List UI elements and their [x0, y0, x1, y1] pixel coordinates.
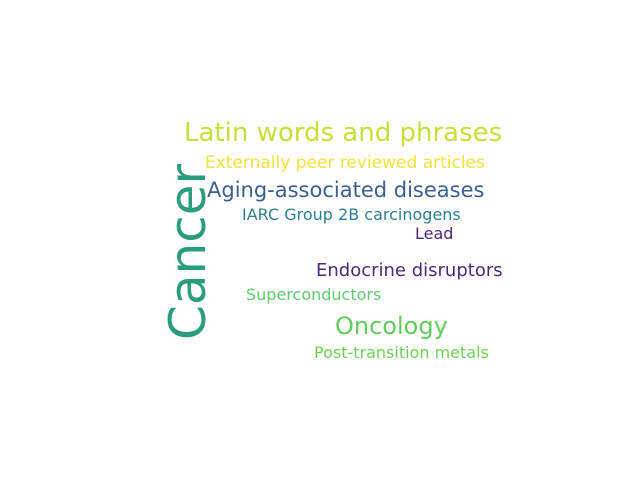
word-oncology: Oncology: [335, 312, 448, 340]
word-latin-words-and-phrases: Latin words and phrases: [184, 118, 503, 148]
word-externally-peer-reviewed-articles: Externally peer reviewed articles: [205, 153, 485, 173]
word-post-transition-metals: Post-transition metals: [314, 343, 489, 362]
word-iarc-group-2b-carcinogens: IARC Group 2B carcinogens: [242, 205, 461, 224]
word-cancer: Cancer: [159, 163, 217, 341]
word-lead: Lead: [415, 224, 454, 243]
word-superconductors: Superconductors: [246, 285, 382, 304]
word-aging-associated-diseases: Aging-associated diseases: [207, 178, 485, 202]
word-endocrine-disruptors: Endocrine disruptors: [316, 260, 503, 281]
